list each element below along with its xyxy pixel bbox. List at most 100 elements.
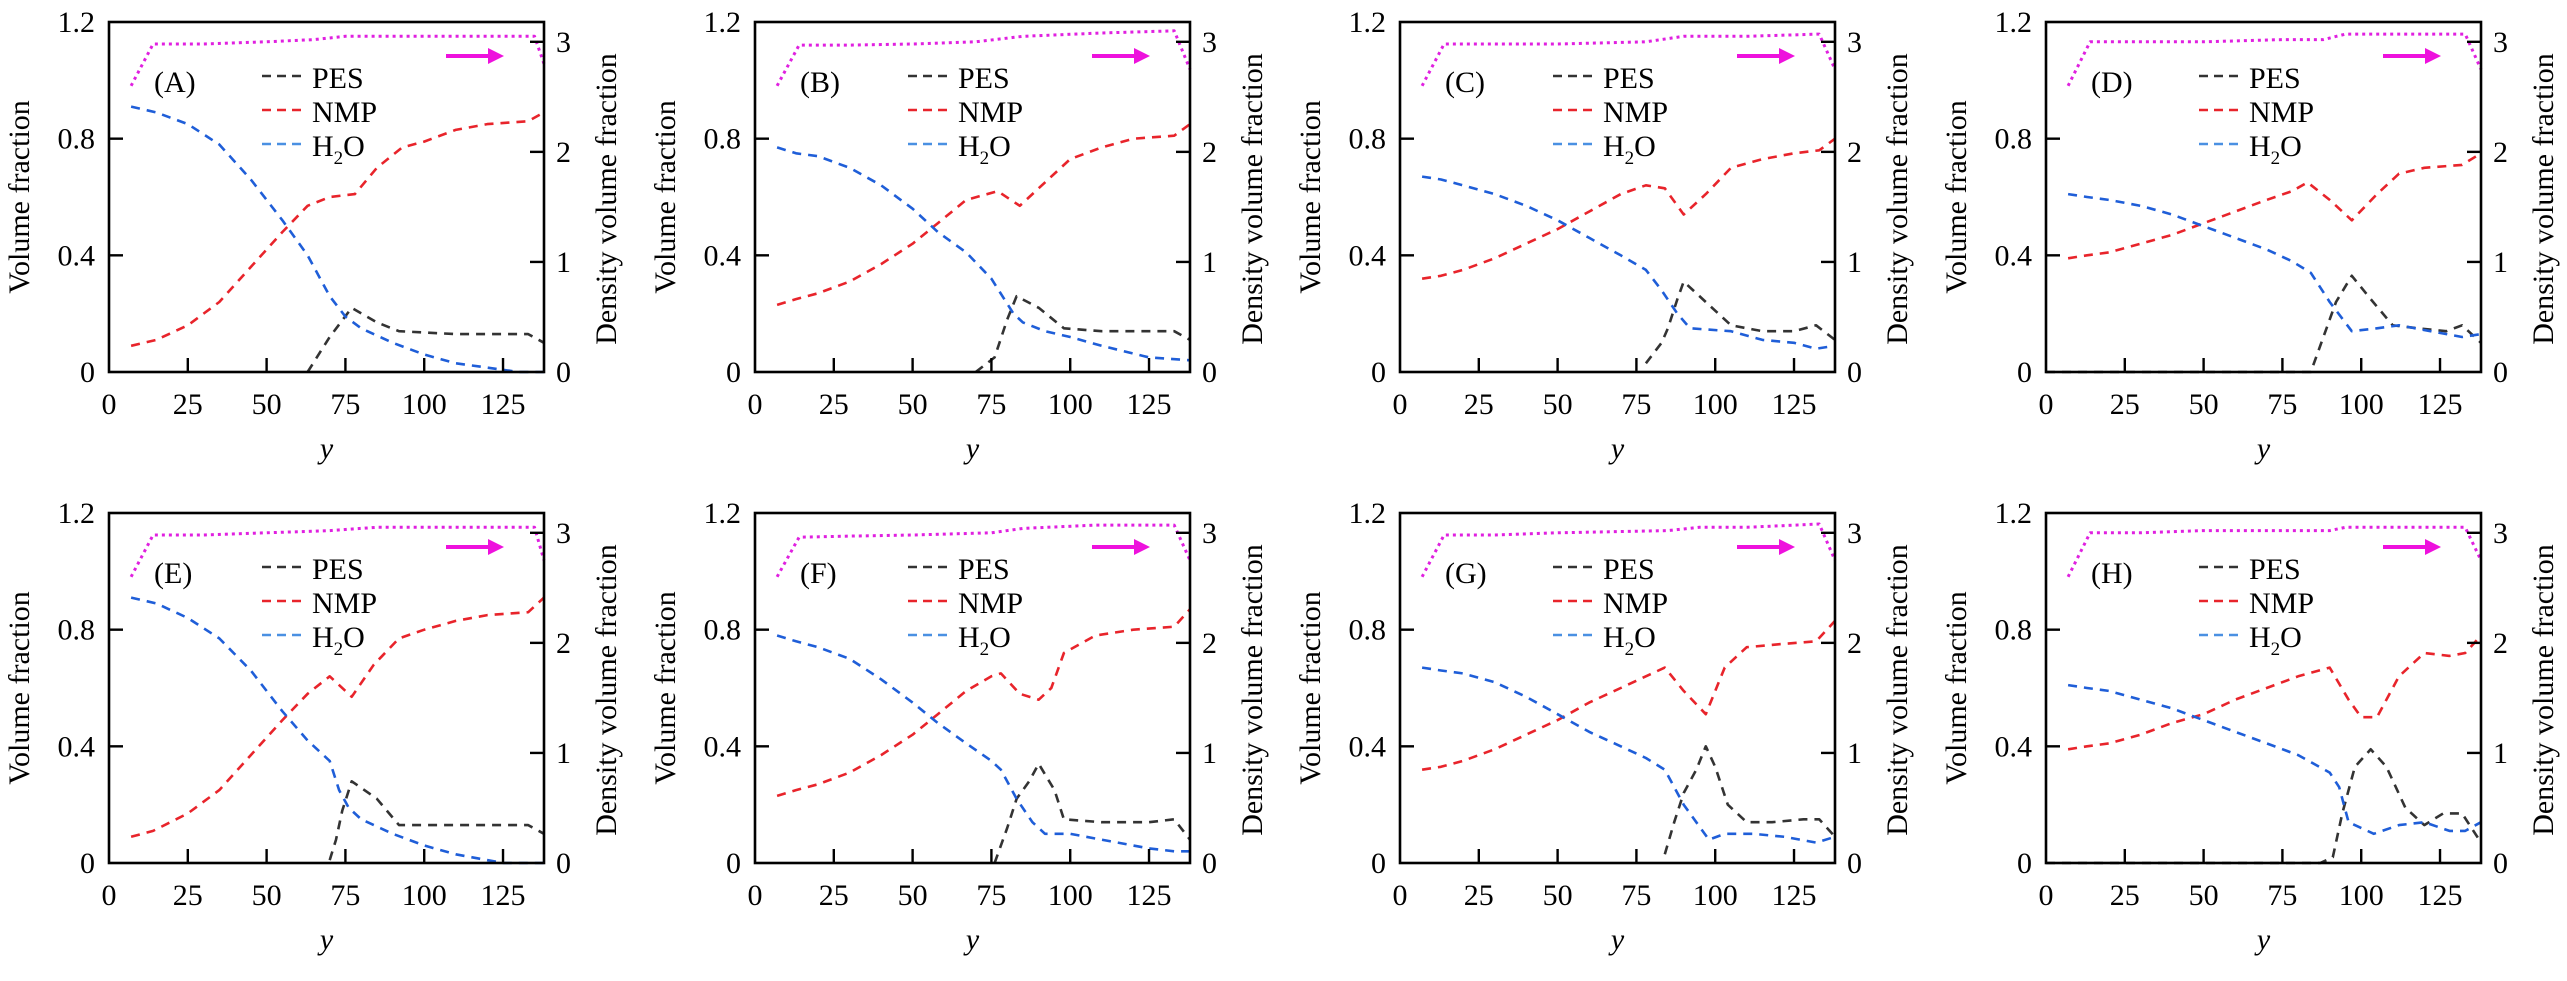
x-tick-label: 100 [2339,879,2384,912]
x-tick-label: 25 [2110,388,2140,421]
plot-frame [753,511,1192,865]
x-tick-label: 100 [402,388,447,421]
x-axis-label: y [317,432,334,465]
y-tick-label-left: 1.2 [58,6,96,39]
y-axis-label-left: Volume fraction [1294,591,1327,785]
x-tick-label: 0 [1393,879,1408,912]
y-tick-label-left: 1.2 [58,497,96,530]
y-tick-label-right: 3 [1202,26,1217,59]
y-axis-label-left: Volume fraction [1294,100,1327,294]
y-tick-label-left: 1.2 [1349,6,1387,39]
series-line-h2o [2067,192,2482,339]
arrow-head-icon [488,539,504,555]
y-tick-label-left: 0 [1371,356,1386,389]
panel-label: (C) [1445,66,1485,99]
y-tick-label-right: 1 [1847,246,1862,279]
y-axis-label-left: Volume fraction [3,100,36,294]
y-tick-label-left: 0 [80,356,95,389]
series-line-nmp [130,596,545,839]
legend-label-pes: PES [312,553,364,586]
y-tick-label-left: 0.8 [1349,614,1387,647]
legend-label-nmp: NMP [312,587,377,620]
x-tick-label: 75 [330,388,360,421]
x-tick-label: 125 [1127,879,1172,912]
y-tick-label-right: 3 [556,517,571,550]
legend-label-h2o: H2O [1603,130,1656,169]
y-tick-label-left: 0.8 [1995,123,2033,156]
legend-label-pes: PES [1603,553,1655,586]
x-axis-label: y [963,923,980,956]
y-tick-label-right: 0 [1847,356,1862,389]
x-tick-label: 75 [330,879,360,912]
y-axis-label-right: Density volume fraction [590,53,623,345]
plot-frame [753,20,1192,374]
panel-label: (B) [800,66,840,99]
arrow-head-icon [1779,539,1795,555]
x-tick-label: 125 [481,879,526,912]
arrow-head-icon [1134,539,1150,555]
series-line-h2o [130,105,544,374]
x-tick-label: 125 [1772,388,1817,421]
y-tick-label-left: 0.8 [704,614,742,647]
y-tick-label-right: 1 [556,737,571,770]
y-tick-label-right: 2 [1202,627,1217,660]
x-tick-label: 125 [481,388,526,421]
y-tick-label-left: 0 [2017,356,2032,389]
y-tick-label-left: 0.4 [58,239,96,272]
y-tick-label-left: 0 [726,356,741,389]
series-line-pes [1644,280,1836,365]
chart-panel: 0 25 50 75 100 125 0 0.4 0.8 1.2 0 1 2 3 y Volume fract… [649,497,1269,956]
x-tick-label: 100 [2339,388,2384,421]
chart-panel: 0 25 50 75 100 125 0 0.4 0.8 1.2 0 1 2 3 y Volume fract… [3,6,623,465]
series-line-pes [328,779,545,861]
legend-label-nmp: NMP [958,587,1023,620]
x-tick-label: 25 [819,388,849,421]
legend-label-h2o: H2O [2249,621,2302,660]
series-line-h2o [776,634,1190,853]
y-tick-label-right: 0 [1202,847,1217,880]
legend-label-h2o: H2O [1603,621,1656,660]
x-axis-label: y [317,923,334,956]
y-tick-label-right: 0 [556,847,571,880]
series-line-nmp [130,111,545,348]
y-tick-label-right: 1 [1847,737,1862,770]
y-tick-label-right: 2 [556,136,571,169]
x-tick-label: 50 [1543,879,1573,912]
x-tick-label: 100 [1048,879,1093,912]
x-tick-label: 0 [1393,388,1408,421]
series-line-pes [2046,747,2483,865]
y-tick-label-right: 0 [2493,356,2508,389]
x-tick-label: 25 [173,388,203,421]
y-tick-label-right: 1 [2493,246,2508,279]
legend-label-pes: PES [1603,62,1655,95]
x-tick-label: 125 [1127,388,1172,421]
series-line-density [775,29,1192,87]
legend-label-pes: PES [2249,62,2301,95]
y-axis-label-left: Volume fraction [3,591,36,785]
chart-panel: 0 25 50 75 100 125 0 0.4 0.8 1.2 0 1 2 3 y Volume fract… [649,6,1269,465]
panel-label: (G) [1445,557,1487,590]
y-tick-label-left: 0.4 [58,730,96,763]
x-tick-label: 0 [748,388,763,421]
y-tick-label-left: 0 [1371,847,1386,880]
series-line-nmp [776,608,1191,798]
y-tick-label-right: 3 [1847,26,1862,59]
x-tick-label: 100 [402,879,447,912]
arrow-head-icon [1779,48,1795,64]
y-tick-label-left: 0.4 [704,239,742,272]
y-axis-label-right: Density volume fraction [1881,544,1914,836]
y-tick-label-left: 0 [726,847,741,880]
y-axis-label-left: Volume fraction [649,100,682,294]
series-line-density [1420,32,1837,87]
y-tick-label-right: 3 [1847,517,1862,550]
y-tick-label-left: 0 [2017,847,2032,880]
series-line-pes [2046,274,2482,374]
series-line-density [129,34,546,87]
series-line-nmp [2067,152,2482,260]
series-line-density [1420,522,1837,578]
y-tick-label-right: 3 [556,26,571,59]
series-line-h2o [776,146,1191,362]
x-tick-label: 0 [102,879,117,912]
series-line-density [775,523,1192,578]
